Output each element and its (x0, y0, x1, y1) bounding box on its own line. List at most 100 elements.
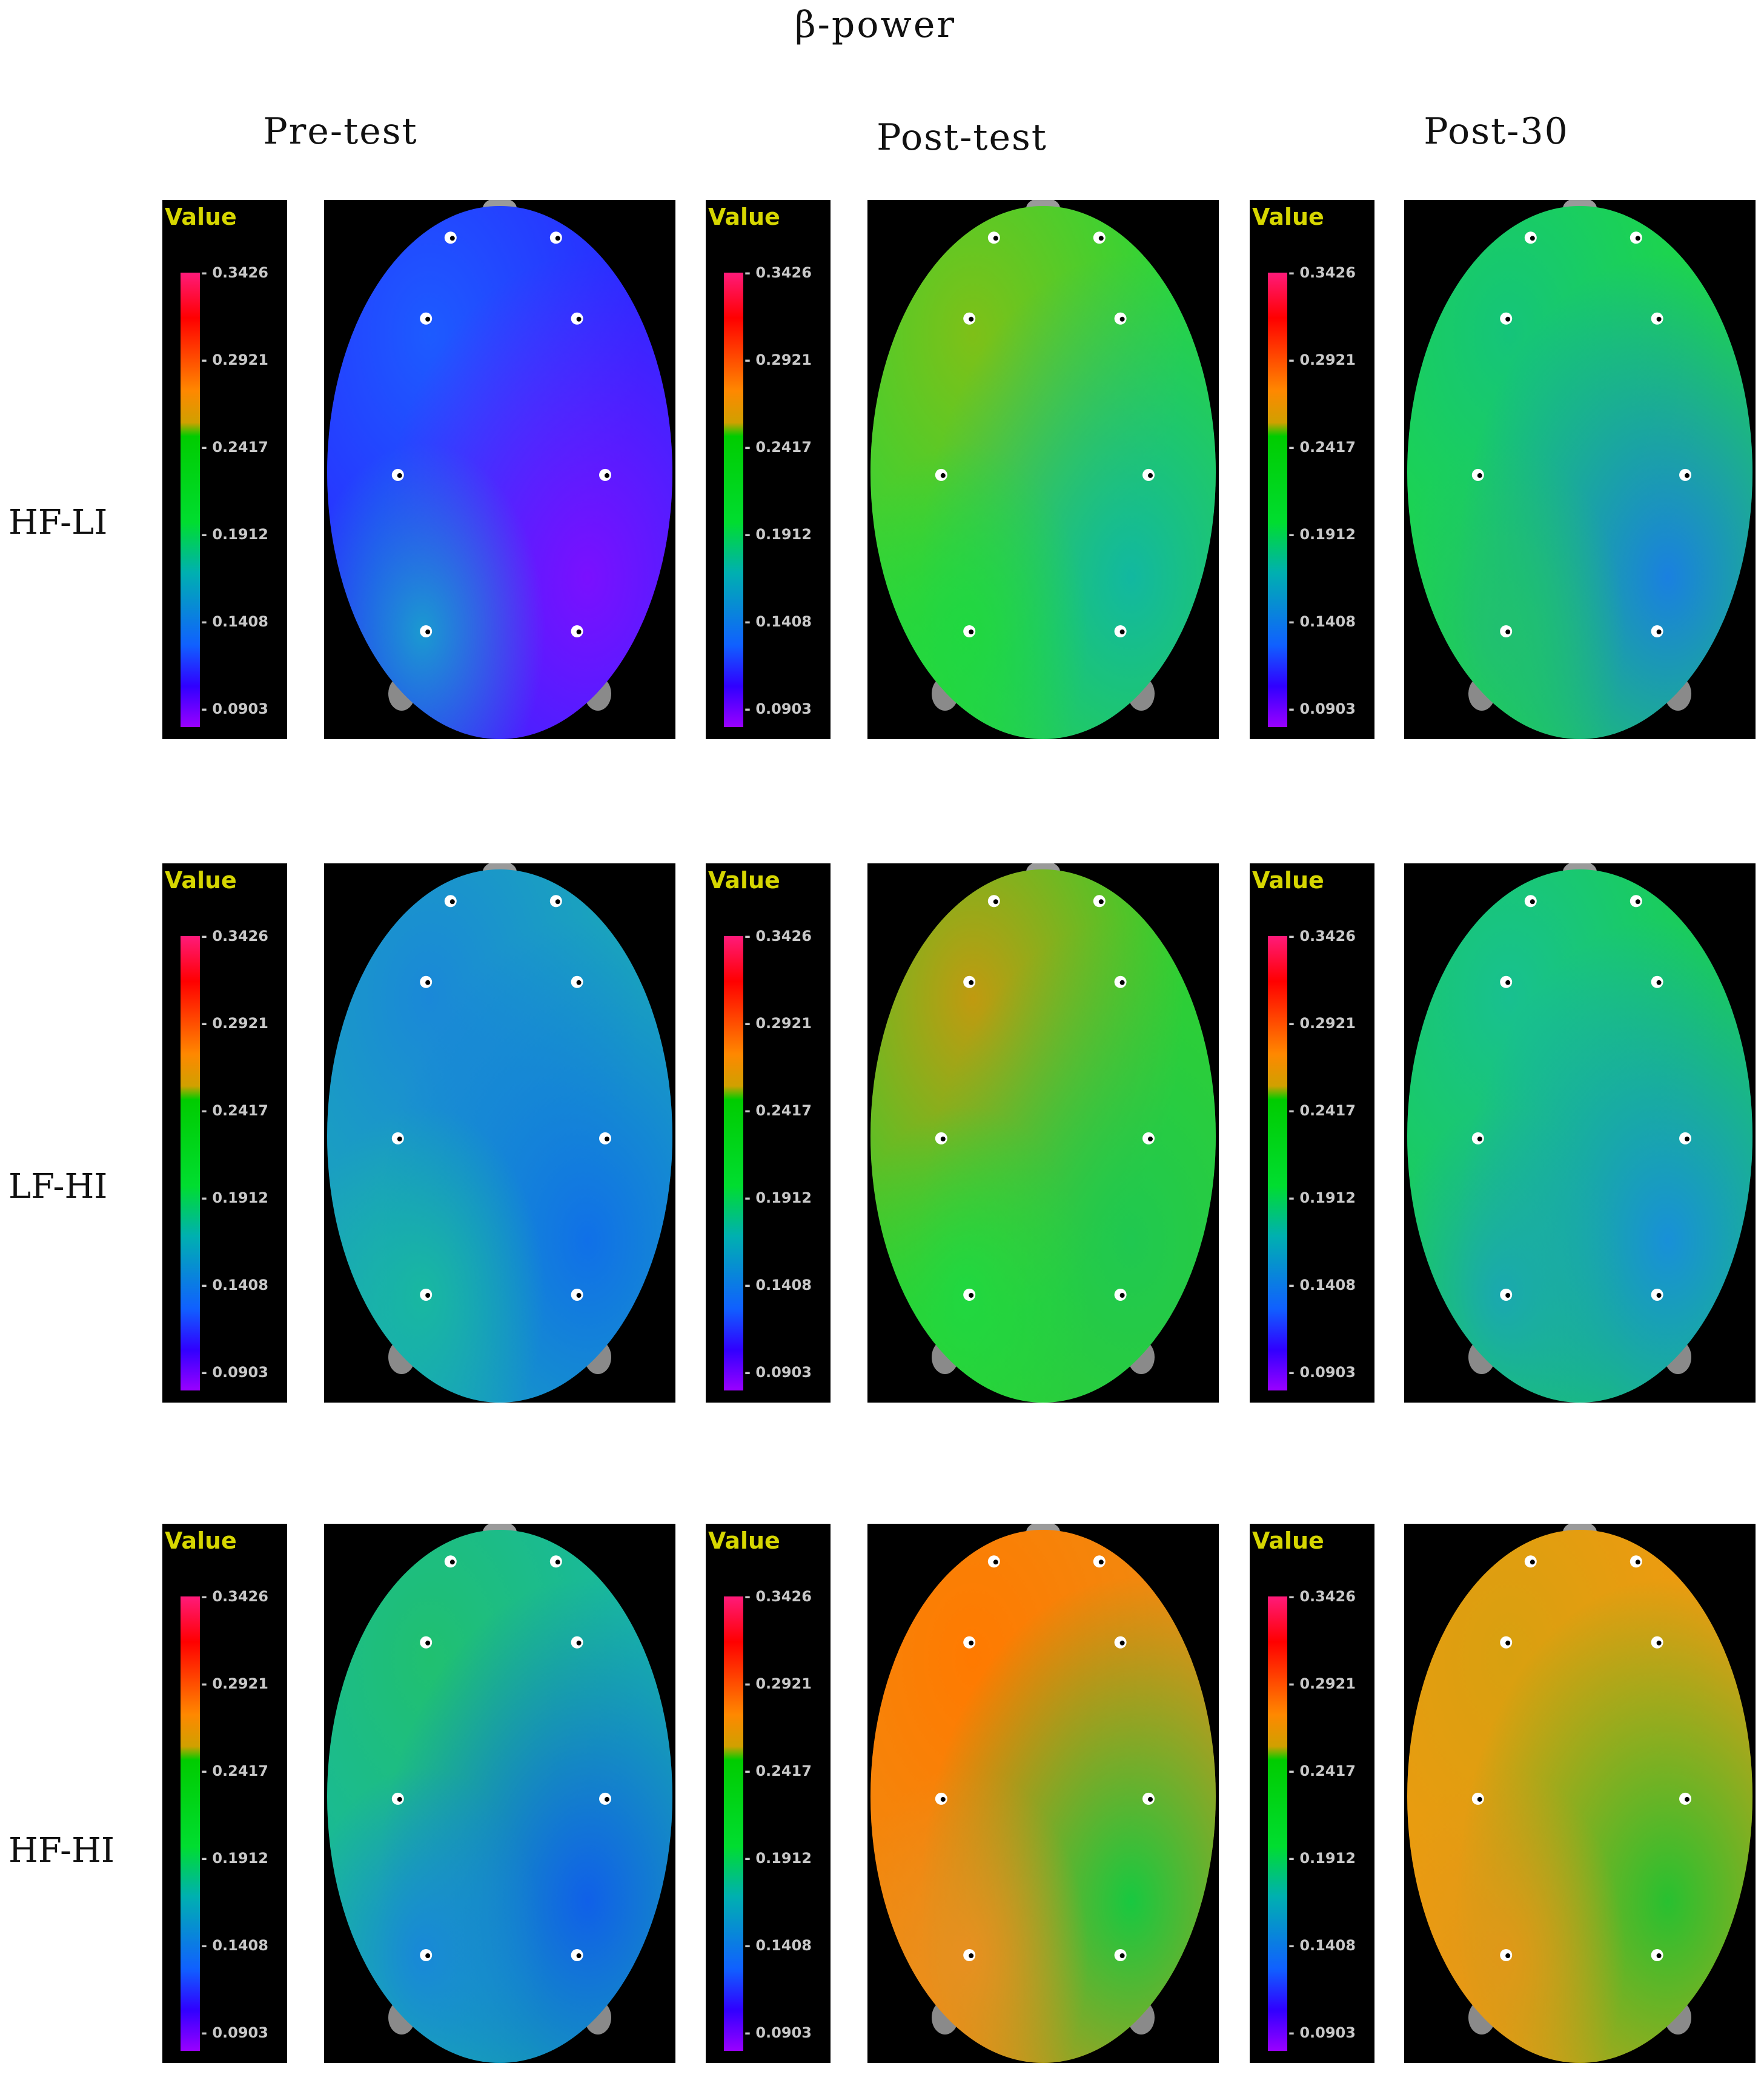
electrode-marker (1500, 312, 1513, 325)
colorbar-tick-label: - 0.3426 (744, 264, 812, 281)
colorbar-tick-label: - 0.2921 (1288, 1675, 1356, 1692)
colorbar-tick-label: - 0.2921 (744, 1015, 812, 1032)
electrode-marker (1651, 625, 1663, 637)
electrode-marker (599, 1792, 611, 1805)
colorbar-tick-label: - 0.1912 (1288, 1189, 1356, 1206)
electrode-marker (1500, 1949, 1513, 1961)
electrode-marker (1630, 895, 1642, 908)
colorbar-tick-label: - 0.3426 (201, 1588, 268, 1605)
electrode-marker (1114, 1289, 1127, 1301)
colorbar (1268, 936, 1287, 1390)
electrode-marker (935, 1132, 947, 1144)
electrode-marker (571, 1636, 583, 1649)
colorbar-tick-label: - 0.0903 (744, 700, 812, 717)
electrode-marker (1500, 1636, 1513, 1649)
colorbar-tick-label: - 0.2921 (201, 1675, 268, 1692)
legend-title: Value (708, 204, 780, 230)
colorbar-tick-label: - 0.2417 (201, 439, 268, 456)
colorbar-legend-2-0: Value - 0.3426 - 0.2921 - 0.2417 - 0.1912 - 0… (162, 1524, 287, 2063)
electrode-marker (391, 1792, 404, 1805)
electrode-marker (1679, 1132, 1691, 1144)
electrode-marker (1651, 975, 1663, 988)
colorbar-tick-label: - 0.2417 (744, 1102, 812, 1119)
electrode-marker (1114, 1636, 1127, 1649)
electrode-marker (963, 1289, 976, 1301)
colorbar-legend-1-1: Value - 0.3426 - 0.2921 - 0.2417 - 0.1912 - 0… (706, 863, 831, 1403)
colorbar-tick-label: - 0.3426 (201, 928, 268, 945)
electrode-marker (1142, 1792, 1155, 1805)
colorbar (724, 936, 743, 1390)
topomap-0-1 (867, 200, 1219, 739)
electrode-marker (571, 1289, 583, 1301)
legend-title: Value (165, 1527, 237, 1554)
colorbar-tick-label: - 0.3426 (744, 1588, 812, 1605)
colorbar-tick-label: - 0.1912 (1288, 1850, 1356, 1867)
electrode-marker (420, 1636, 433, 1649)
colorbar-tick-label: - 0.3426 (1288, 928, 1356, 945)
electrode-marker (420, 975, 433, 988)
electrode-marker (599, 468, 611, 481)
topomap-2-2 (1404, 1524, 1756, 2063)
topomap-1-0 (324, 863, 675, 1403)
topomap-2-1 (867, 1524, 1219, 2063)
electrode-marker (571, 625, 583, 637)
electrode-marker (1679, 1792, 1691, 1805)
colorbar-tick-label: - 0.1408 (1288, 1937, 1356, 1954)
electrode-marker (1142, 1132, 1155, 1144)
electrode-marker (599, 1132, 611, 1144)
colorbar-tick-label: - 0.0903 (1288, 700, 1356, 717)
electrode-marker (963, 975, 976, 988)
electrode-marker (987, 231, 1000, 244)
electrode-marker (1093, 895, 1106, 908)
electrode-marker (444, 895, 457, 908)
electrode-marker (549, 895, 562, 908)
colorbar-tick-label: - 0.2417 (1288, 439, 1356, 456)
electrode-marker (571, 1949, 583, 1961)
colorbar-tick-label: - 0.1912 (744, 526, 812, 543)
colorbar (181, 1596, 200, 2051)
electrode-marker (1679, 468, 1691, 481)
electrode-marker (1500, 975, 1513, 988)
electrode-marker (963, 1949, 976, 1961)
colorbar (1268, 273, 1287, 727)
electrode-marker (1630, 1555, 1642, 1568)
electrode-marker (571, 312, 583, 325)
electrode-marker (963, 625, 976, 637)
colorbar-tick-label: - 0.0903 (1288, 2024, 1356, 2041)
legend-title: Value (708, 867, 780, 894)
colorbar-tick-label: - 0.2921 (201, 351, 268, 368)
colorbar-legend-0-2: Value - 0.3426 - 0.2921 - 0.2417 - 0.1912 - 0… (1250, 200, 1374, 739)
electrode-marker (1500, 1289, 1513, 1301)
colorbar-tick-label: - 0.0903 (1288, 1364, 1356, 1381)
colorbar-tick-label: - 0.1912 (201, 526, 268, 543)
colorbar-legend-0-1: Value - 0.3426 - 0.2921 - 0.2417 - 0.1912 - 0… (706, 200, 831, 739)
topomap-1-1 (867, 863, 1219, 1403)
topomap-0-2 (1404, 200, 1756, 739)
row-label-hf-li: HF-LI (8, 503, 108, 542)
electrode-marker (1093, 1555, 1106, 1568)
colorbar-legend-1-2: Value - 0.3426 - 0.2921 - 0.2417 - 0.1912 - 0… (1250, 863, 1374, 1403)
colorbar-tick-label: - 0.1408 (201, 1937, 268, 1954)
topomap-0-0 (324, 200, 675, 739)
colorbar-tick-label: - 0.1408 (744, 1937, 812, 1954)
colorbar-legend-2-2: Value - 0.3426 - 0.2921 - 0.2417 - 0.1912 - 0… (1250, 1524, 1374, 2063)
colorbar-tick-label: - 0.1912 (201, 1189, 268, 1206)
electrode-marker (549, 231, 562, 244)
colorbar (724, 1596, 743, 2051)
legend-title: Value (165, 867, 237, 894)
electrode-marker (1524, 231, 1537, 244)
colorbar-tick-label: - 0.1408 (201, 613, 268, 630)
colorbar-tick-label: - 0.2417 (1288, 1102, 1356, 1119)
colorbar-tick-label: - 0.2921 (744, 1675, 812, 1692)
colorbar-tick-label: - 0.2921 (201, 1015, 268, 1032)
colorbar (1268, 1596, 1287, 2051)
electrode-marker (571, 975, 583, 988)
colorbar-tick-label: - 0.1408 (1288, 613, 1356, 630)
colorbar-tick-label: - 0.2921 (1288, 351, 1356, 368)
electrode-marker (1114, 312, 1127, 325)
figure-title: β-power (794, 4, 957, 46)
colorbar-tick-label: - 0.0903 (201, 1364, 268, 1381)
electrode-marker (1651, 1289, 1663, 1301)
electrode-marker (1500, 625, 1513, 637)
colorbar-tick-label: - 0.0903 (201, 700, 268, 717)
